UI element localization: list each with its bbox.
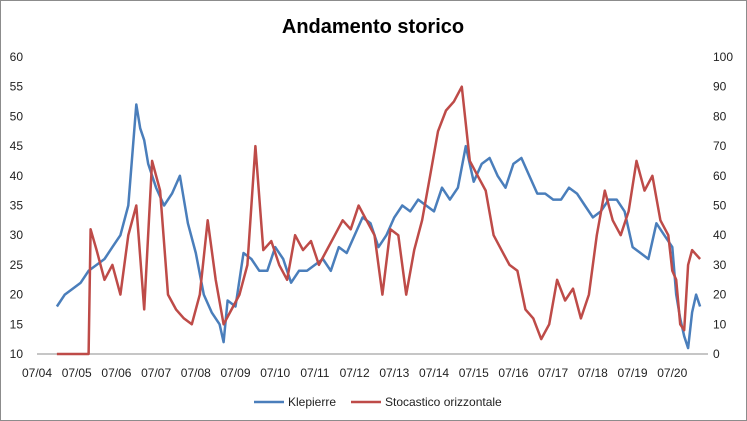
x-tick-label: 07/17 [538,366,568,380]
y-left-tick-label: 30 [10,228,24,242]
y-left-tick-label: 20 [10,288,24,302]
y-left-tick-label: 40 [10,169,24,183]
y-right-tick-label: 30 [713,258,727,272]
x-tick-label: 07/15 [459,366,489,380]
x-tick-label: 07/08 [181,366,211,380]
legend: Klepierre Stocastico orizzontale [254,395,502,409]
series-lines [55,85,702,356]
x-tick-label: 07/07 [141,366,171,380]
legend-label: Klepierre [288,395,336,409]
y-right-tick-label: 20 [713,288,727,302]
series-line-1 [56,85,702,356]
y-left-tick-label: 35 [10,199,24,213]
x-tick-label: 07/04 [22,366,52,380]
x-tick-label: 07/16 [498,366,528,380]
x-tick-label: 07/19 [618,366,648,380]
chart-title: Andamento storico [282,16,464,38]
y-right-tick-label: 80 [713,109,727,123]
y-left-tick-label: 15 [10,317,24,331]
y-left-tick-label: 10 [10,347,24,361]
x-tick-label: 07/12 [340,366,370,380]
y-right-tick-label: 90 [713,80,727,94]
x-tick-label: 07/18 [578,366,608,380]
y-left-tick-label: 45 [10,139,24,153]
x-tick-label: 07/11 [300,366,329,380]
y-left-tick-label: 25 [10,258,24,272]
y-right-tick-label: 50 [713,199,727,213]
x-tick-label: 07/14 [419,366,449,380]
y-right-tick-label: 100 [713,50,733,64]
y-left-tick-label: 50 [10,109,24,123]
y-left-tick-label: 55 [10,80,24,94]
x-tick-label: 07/10 [260,366,290,380]
y-right-tick-label: 70 [713,139,727,153]
y-left-tick-label: 60 [10,50,24,64]
series-line-0 [55,103,702,350]
x-tick-label: 07/06 [101,366,131,380]
y-right-tick-label: 60 [713,169,727,183]
x-tick-label: 07/13 [379,366,409,380]
legend-label: Stocastico orizzontale [385,395,502,409]
y-right-tick-label: 0 [713,347,720,361]
y-right-tick-label: 40 [713,228,727,242]
x-tick-label: 07/20 [657,366,687,380]
axes: 10 15 20 25 30 35 40 45 50 55 60 0 10 20 30 40 50 60 70 80 9… [10,50,734,380]
x-tick-label: 07/09 [221,366,251,380]
x-tick-label: 07/05 [62,366,92,380]
y-right-tick-label: 10 [713,317,727,331]
